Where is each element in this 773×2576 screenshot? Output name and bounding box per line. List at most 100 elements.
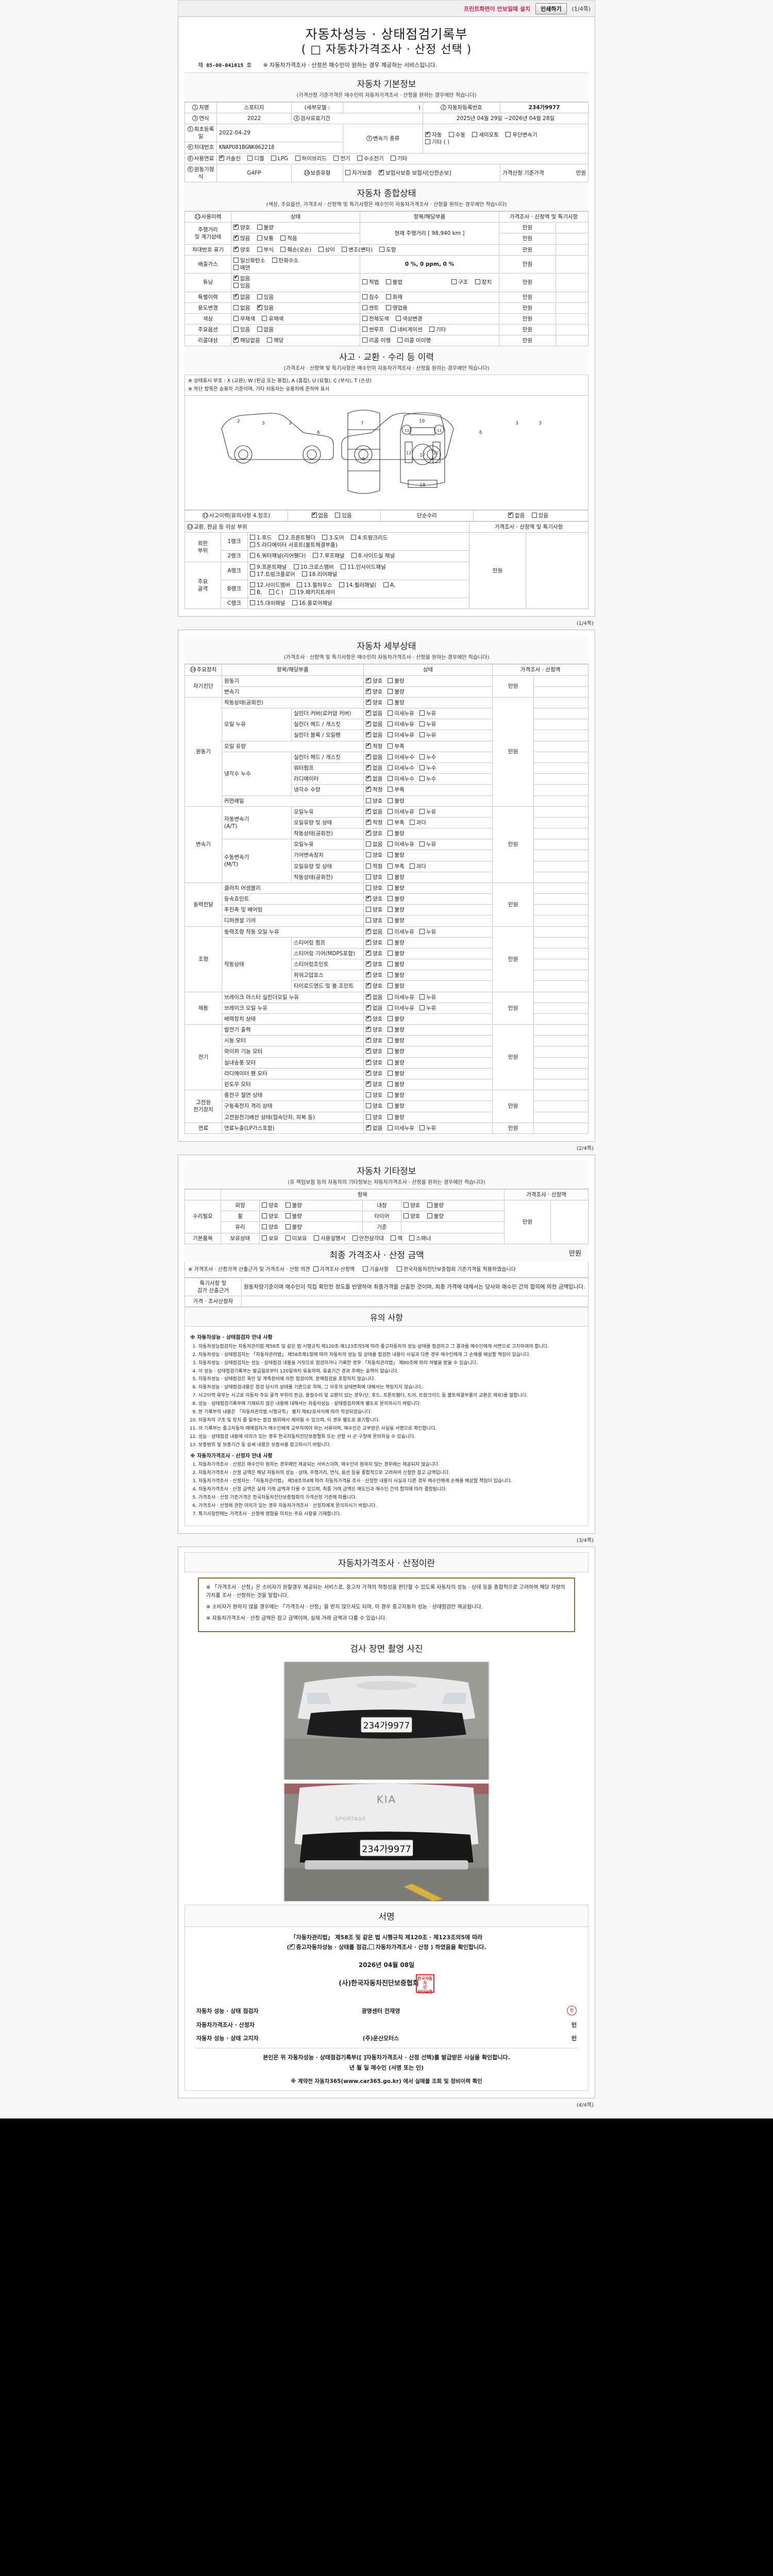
detail-opt-적정[interactable]: 적정: [366, 819, 382, 826]
part-trunk-lid[interactable]: 4.트렁크리드: [351, 534, 388, 541]
detail-opt-양호[interactable]: 양호: [366, 1114, 382, 1121]
trans-opt-auto[interactable]: 자동: [425, 131, 442, 139]
special-fire[interactable]: 화재: [385, 294, 402, 301]
detail-opt-누유[interactable]: 누유: [419, 994, 436, 1001]
price-basis-opt-2[interactable]: 기술사항: [363, 1265, 389, 1273]
color-chromatic[interactable]: 유채색: [262, 315, 283, 323]
detail-opt-없음[interactable]: 없음: [366, 709, 382, 717]
detail-opt-불량[interactable]: 불량: [388, 1059, 405, 1066]
item-manual[interactable]: 보유: [262, 1235, 278, 1242]
part-rear-panel[interactable]: 18.리어패널: [302, 571, 337, 578]
item-jack[interactable]: 안전삼각대: [352, 1235, 384, 1242]
detail-opt-부족[interactable]: 부족: [388, 863, 405, 870]
fuel-opt-diesel[interactable]: 디젤: [247, 155, 264, 162]
repair-yes[interactable]: 있음: [531, 512, 548, 519]
detail-opt-양호[interactable]: 양호: [366, 1059, 382, 1066]
item-none[interactable]: 미보유: [285, 1235, 307, 1242]
part-dash-panel[interactable]: 15.대쉬패널: [250, 600, 285, 607]
detail-opt-부족[interactable]: 부족: [388, 743, 405, 750]
detail-opt-양호[interactable]: 양호: [366, 829, 382, 837]
recall-not-done[interactable]: 리콜 미이행: [397, 337, 431, 344]
wheel-good[interactable]: 양호: [262, 1213, 278, 1220]
emission-hc[interactable]: 탄화수소: [272, 257, 298, 264]
fuel-opt-lpg[interactable]: LPG: [271, 155, 288, 162]
item-spanner[interactable]: 잭: [391, 1235, 402, 1242]
detail-opt-불량[interactable]: 불량: [388, 1015, 405, 1023]
special-flood[interactable]: 침수: [362, 294, 379, 301]
wheel-bad[interactable]: 불량: [285, 1213, 302, 1220]
vin-good[interactable]: 양호: [233, 246, 250, 253]
detail-opt-불량[interactable]: 불량: [388, 1114, 405, 1121]
detail-opt-미세누유[interactable]: 미세누유: [388, 994, 414, 1001]
emission-co[interactable]: 일산화탄소: [233, 257, 265, 264]
detail-opt-누유[interactable]: 누유: [419, 732, 436, 739]
detail-opt-누수[interactable]: 누수: [419, 754, 436, 761]
fuel-opt-other[interactable]: 기타: [390, 155, 407, 162]
detail-opt-양호[interactable]: 양호: [366, 688, 382, 696]
detail-opt-양호[interactable]: 양호: [366, 1080, 382, 1088]
vin-erased[interactable]: 도말: [379, 246, 396, 253]
detail-opt-없음[interactable]: 없음: [366, 775, 382, 783]
detail-opt-누수[interactable]: 누수: [419, 775, 436, 783]
usechange-rent[interactable]: 렌트: [362, 304, 379, 312]
tuning-illegal-opt[interactable]: 불법: [385, 279, 402, 286]
detail-opt-불량[interactable]: 불량: [388, 699, 405, 706]
item-spanner2[interactable]: 스패너: [409, 1235, 431, 1242]
detail-opt-불량[interactable]: 불량: [388, 972, 405, 979]
part-side-member[interactable]: 12.사이드멤버: [250, 582, 290, 589]
part-inside-panel[interactable]: 11.인사이드패널: [341, 564, 386, 571]
vin-damaged[interactable]: 훼손(오손): [280, 246, 311, 253]
recall-na[interactable]: 해당없음: [233, 336, 260, 344]
int-good[interactable]: 양호: [404, 1202, 420, 1209]
detail-opt-양호[interactable]: 양호: [366, 1026, 382, 1033]
detail-opt-양호[interactable]: 양호: [366, 917, 382, 924]
fuel-opt-hybrid[interactable]: 하이브리드: [295, 155, 327, 162]
detail-opt-누유[interactable]: 누유: [419, 928, 436, 936]
ext-bad[interactable]: 불량: [285, 1202, 302, 1209]
tuning-structure[interactable]: 구조: [451, 279, 468, 286]
options-no[interactable]: 없음: [257, 326, 274, 333]
glass-bad[interactable]: 불량: [285, 1224, 302, 1231]
detail-opt-없음[interactable]: 없음: [366, 764, 382, 772]
detail-opt-누유[interactable]: 누유: [419, 710, 436, 717]
price-basis-opt-1[interactable]: 가격조사·산정액: [313, 1265, 355, 1273]
detail-opt-없음[interactable]: 없음: [366, 1124, 382, 1132]
part-pillar-a[interactable]: A,: [383, 582, 395, 589]
detail-opt-없음[interactable]: 없음: [366, 928, 382, 936]
detail-opt-양호[interactable]: 양호: [366, 906, 382, 913]
detail-opt-과다[interactable]: 과다: [409, 819, 426, 826]
detail-opt-불량[interactable]: 불량: [388, 885, 405, 892]
detail-opt-불량[interactable]: 불량: [388, 1026, 405, 1033]
detail-opt-불량[interactable]: 불량: [388, 1103, 405, 1110]
trans-opt-semiauto[interactable]: 세미오토: [472, 131, 499, 139]
part-hood[interactable]: 1.후드: [250, 534, 272, 541]
detail-opt-미세누유[interactable]: 미세누유: [388, 841, 414, 848]
vin-corrosion[interactable]: 부식: [257, 246, 274, 253]
special-none[interactable]: 없음: [233, 293, 250, 301]
part-front-panel[interactable]: 9.프론트패널: [250, 564, 287, 571]
usechange-yes[interactable]: 있음: [257, 304, 274, 312]
part-floor-panel[interactable]: 16.플로어패널: [292, 600, 332, 607]
detail-opt-양호[interactable]: 양호: [366, 1037, 382, 1044]
usechange-none[interactable]: 없음: [233, 304, 250, 312]
detail-opt-불량[interactable]: 불량: [388, 830, 405, 837]
detail-opt-불량[interactable]: 불량: [388, 961, 405, 968]
part-package-tray[interactable]: 19.패키지트레이: [290, 589, 335, 596]
detail-opt-불량[interactable]: 불량: [388, 1070, 405, 1077]
detail-opt-없음[interactable]: 없음: [366, 720, 382, 728]
mileage-many[interactable]: 많음: [233, 234, 250, 242]
detail-opt-양호[interactable]: 양호: [366, 1103, 382, 1110]
options-yes[interactable]: 있음: [233, 326, 250, 333]
warranty-opt-insurer[interactable]: 보험사보증 보험사[신한손보]: [378, 169, 451, 177]
detail-opt-양호[interactable]: 양호: [366, 939, 382, 946]
tuning-legal-opt[interactable]: 적법: [362, 279, 379, 286]
fuel-opt-hydrogen[interactable]: 수소전기: [357, 155, 384, 162]
detail-opt-불량[interactable]: 불량: [388, 677, 405, 685]
mileage-good[interactable]: 양호: [233, 224, 250, 231]
detail-opt-누유[interactable]: 누유: [419, 721, 436, 728]
detail-opt-적정[interactable]: 적정: [366, 742, 382, 750]
fuel-opt-electric[interactable]: 전기: [333, 155, 350, 162]
detail-opt-불량[interactable]: 불량: [388, 895, 405, 903]
vin-different[interactable]: 상이: [318, 246, 335, 253]
part-quarter-panel[interactable]: 6.쿼터패널(리어휀다): [250, 552, 306, 560]
